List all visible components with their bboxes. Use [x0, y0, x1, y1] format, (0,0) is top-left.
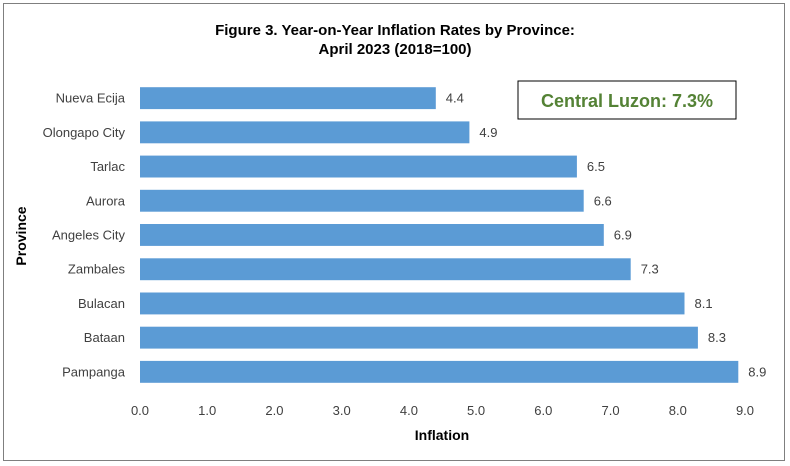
category-label: Bulacan [78, 296, 125, 311]
bars-group [140, 87, 739, 383]
bar-aurora [140, 189, 584, 212]
data-label: 6.6 [594, 193, 612, 208]
data-label: 8.3 [708, 330, 726, 345]
bar-angeles-city [140, 224, 604, 246]
x-tick-label: 8.0 [669, 403, 687, 418]
y-axis-title: Province [13, 206, 29, 265]
central-luzon-annotation: Central Luzon: 7.3% [541, 91, 713, 111]
bar-bulacan [140, 292, 685, 315]
data-labels: 4.4 4.9 6.5 6.6 6.9 7.3 8.1 8.3 8.9 [446, 91, 767, 380]
x-axis-title: Inflation [415, 427, 469, 443]
bar-nueva-ecija [140, 87, 436, 110]
annotation-box [517, 80, 737, 120]
x-tick-label: 7.0 [602, 403, 620, 418]
data-label: 6.9 [614, 228, 632, 243]
x-tick-label: 6.0 [534, 403, 552, 418]
x-tick-label: 0.0 [131, 403, 149, 418]
data-label: 6.5 [587, 159, 605, 174]
category-labels: Nueva Ecija Olongapo City Tarlac Aurora Ange… [43, 91, 126, 380]
category-label: Olongapo City [43, 125, 126, 140]
category-label: Nueva Ecija [56, 91, 126, 106]
category-label: Bataan [84, 330, 125, 345]
category-label: Pampanga [62, 364, 126, 379]
data-label: 4.4 [446, 91, 464, 106]
x-tick-labels: 0.0 1.0 2.0 3.0 4.0 5.0 6.0 7.0 8.0 9.0 [131, 403, 754, 418]
bar-olongapo-city [140, 121, 470, 144]
data-label: 7.3 [641, 262, 659, 277]
x-tick-label: 9.0 [736, 403, 754, 418]
x-tick-label: 3.0 [333, 403, 351, 418]
x-tick-label: 5.0 [467, 403, 485, 418]
data-label: 4.9 [479, 125, 497, 140]
bar-zambales [140, 258, 631, 281]
chart-title-line-1: Figure 3. Year-on-Year Inflation Rates b… [215, 22, 575, 39]
x-tick-label: 4.0 [400, 403, 418, 418]
x-tick-label: 1.0 [198, 403, 216, 418]
bar-pampanga [140, 360, 739, 383]
category-label: Tarlac [90, 159, 125, 174]
chart-title-line-2: April 2023 (2018=100) [318, 41, 471, 58]
category-label: Angeles City [52, 228, 125, 243]
category-label: Zambales [68, 262, 126, 277]
x-tick-label: 2.0 [265, 403, 283, 418]
bar-bataan [140, 326, 698, 349]
data-label: 8.1 [695, 296, 713, 311]
category-label: Aurora [86, 193, 126, 208]
data-label: 8.9 [748, 364, 766, 379]
bar-tarlac [140, 155, 577, 178]
